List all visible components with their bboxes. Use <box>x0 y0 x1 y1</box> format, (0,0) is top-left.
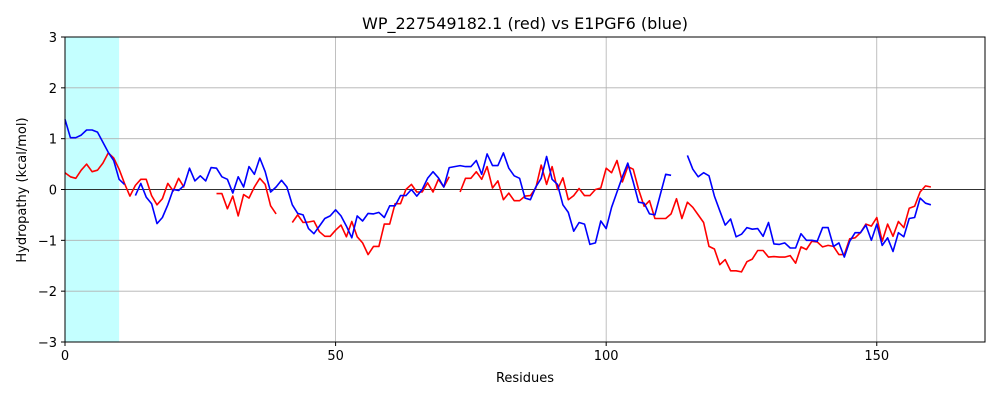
y-tick-label: 2 <box>49 82 57 97</box>
plot-area: 0 50 100 150 −3 −2 −1 0 1 2 3 <box>38 31 986 364</box>
y-tick-label: 3 <box>49 31 57 46</box>
y-tick-label: −3 <box>38 336 57 351</box>
x-tick-label: 100 <box>594 349 619 364</box>
series-line-red <box>291 176 450 256</box>
x-tick-label: 50 <box>327 349 344 364</box>
series-line-blue <box>686 155 932 258</box>
y-tick-label: −2 <box>38 285 57 300</box>
chart-title: WP_227549182.1 (red) vs E1PGF6 (blue) <box>362 14 688 34</box>
series-line-blue <box>64 119 672 246</box>
x-tick-label: 0 <box>61 349 69 364</box>
y-tick-label: 1 <box>49 133 57 148</box>
y-axis-title: Hydropathy (kcal/mol) <box>15 117 30 262</box>
series-line-red <box>216 177 277 217</box>
y-tick-label: 0 <box>49 184 57 199</box>
y-tick-label: −1 <box>38 234 57 249</box>
x-tick-label: 150 <box>864 349 889 364</box>
x-axis-title: Residues <box>496 371 554 386</box>
